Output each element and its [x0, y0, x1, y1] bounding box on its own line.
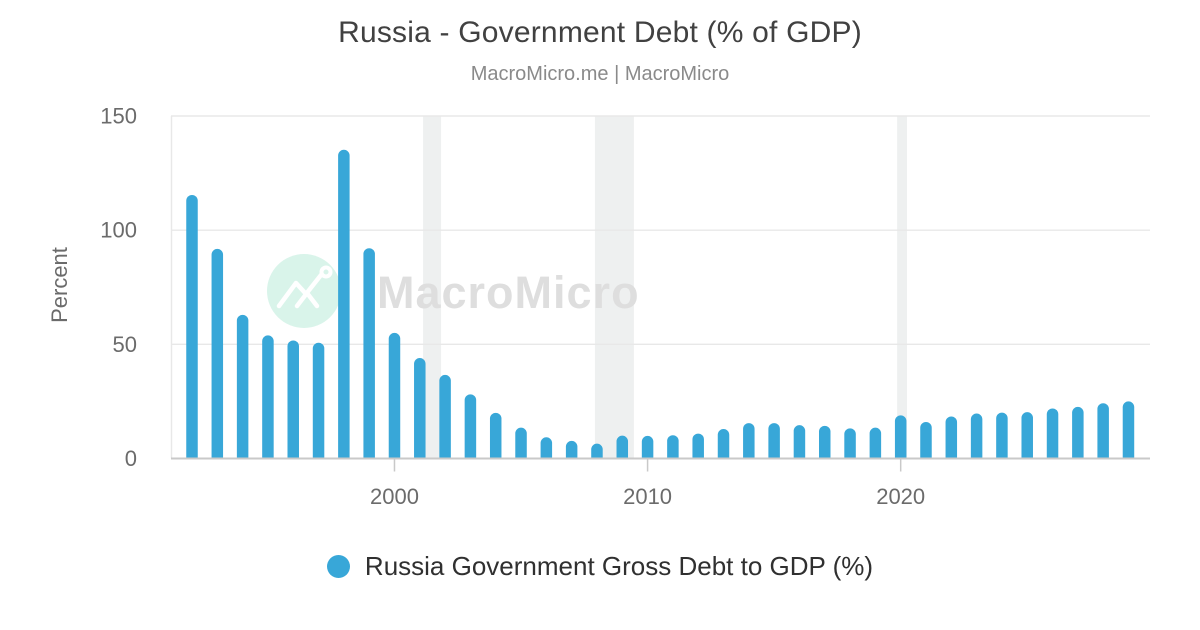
bar-2020[interactable] [894, 415, 907, 459]
watermark-text: MacroMicro [377, 267, 640, 318]
bar-2007[interactable] [565, 440, 578, 459]
bar-1992[interactable] [186, 195, 198, 459]
recession-band-0 [423, 116, 442, 459]
bar-1994[interactable] [236, 314, 249, 459]
bar-2017[interactable] [819, 425, 831, 459]
bar-2012[interactable] [692, 433, 704, 459]
x-tick-label-2020: 2020 [876, 484, 925, 509]
chart-subtitle: MacroMicro.me | MacroMicro [470, 63, 730, 85]
y-tick-label-0: 0 [125, 446, 137, 471]
bar-2023[interactable] [970, 413, 983, 459]
bar-2001[interactable] [414, 358, 426, 459]
bar-2014[interactable] [743, 423, 755, 459]
bar-2025[interactable] [1021, 412, 1033, 459]
bar-1999[interactable] [363, 248, 375, 459]
recession-band-2 [897, 116, 908, 459]
y-tick-label-50: 50 [113, 332, 137, 357]
bar-1997[interactable] [312, 342, 325, 459]
bar-2005[interactable] [515, 427, 527, 459]
bar-2010[interactable] [641, 435, 654, 459]
chart-title: Russia - Government Debt (% of GDP) [338, 16, 862, 49]
bar-2021[interactable] [920, 421, 932, 459]
x-tick-label-2000: 2000 [370, 484, 419, 509]
macromicro-logo-dot-icon [319, 265, 333, 279]
bar-1993[interactable] [211, 248, 224, 459]
bar-2027[interactable] [1072, 406, 1084, 459]
bar-2003[interactable] [464, 394, 477, 459]
x-tick-label-2010: 2010 [623, 484, 672, 509]
bar-1995[interactable] [262, 335, 274, 459]
bar-2029[interactable] [1122, 401, 1135, 459]
macromicro-logo-icon [276, 272, 324, 309]
bar-1996[interactable] [287, 340, 299, 459]
recession-band-1 [594, 116, 634, 459]
bar-2018[interactable] [844, 428, 856, 459]
bar-2006[interactable] [540, 437, 553, 459]
bar-2011[interactable] [667, 435, 679, 459]
y-tick-label-100: 100 [100, 218, 137, 243]
bar-2008[interactable] [591, 443, 603, 459]
legend-label: Russia Government Gross Debt to GDP (%) [364, 551, 874, 581]
bar-2000[interactable] [388, 332, 401, 459]
bar-2013[interactable] [717, 429, 730, 459]
bar-2028[interactable] [1097, 403, 1109, 459]
bar-2004[interactable] [489, 412, 502, 459]
bar-2019[interactable] [869, 427, 882, 459]
bar-2002[interactable] [439, 374, 451, 459]
bar-2009[interactable] [616, 435, 629, 459]
bar-2022[interactable] [945, 416, 958, 459]
macromicro-logo-icon [294, 290, 320, 309]
y-axis-title: Percent [47, 247, 72, 323]
bar-2015[interactable] [768, 423, 780, 459]
bar-2016[interactable] [793, 425, 806, 459]
bar-2026[interactable] [1046, 408, 1059, 459]
bar-1998[interactable] [338, 149, 350, 459]
legend-item[interactable]: Russia Government Gross Debt to GDP (%) [0, 551, 1200, 582]
bar-2024[interactable] [996, 412, 1008, 459]
legend-marker-icon [326, 555, 350, 578]
y-tick-label-150: 150 [100, 104, 137, 129]
